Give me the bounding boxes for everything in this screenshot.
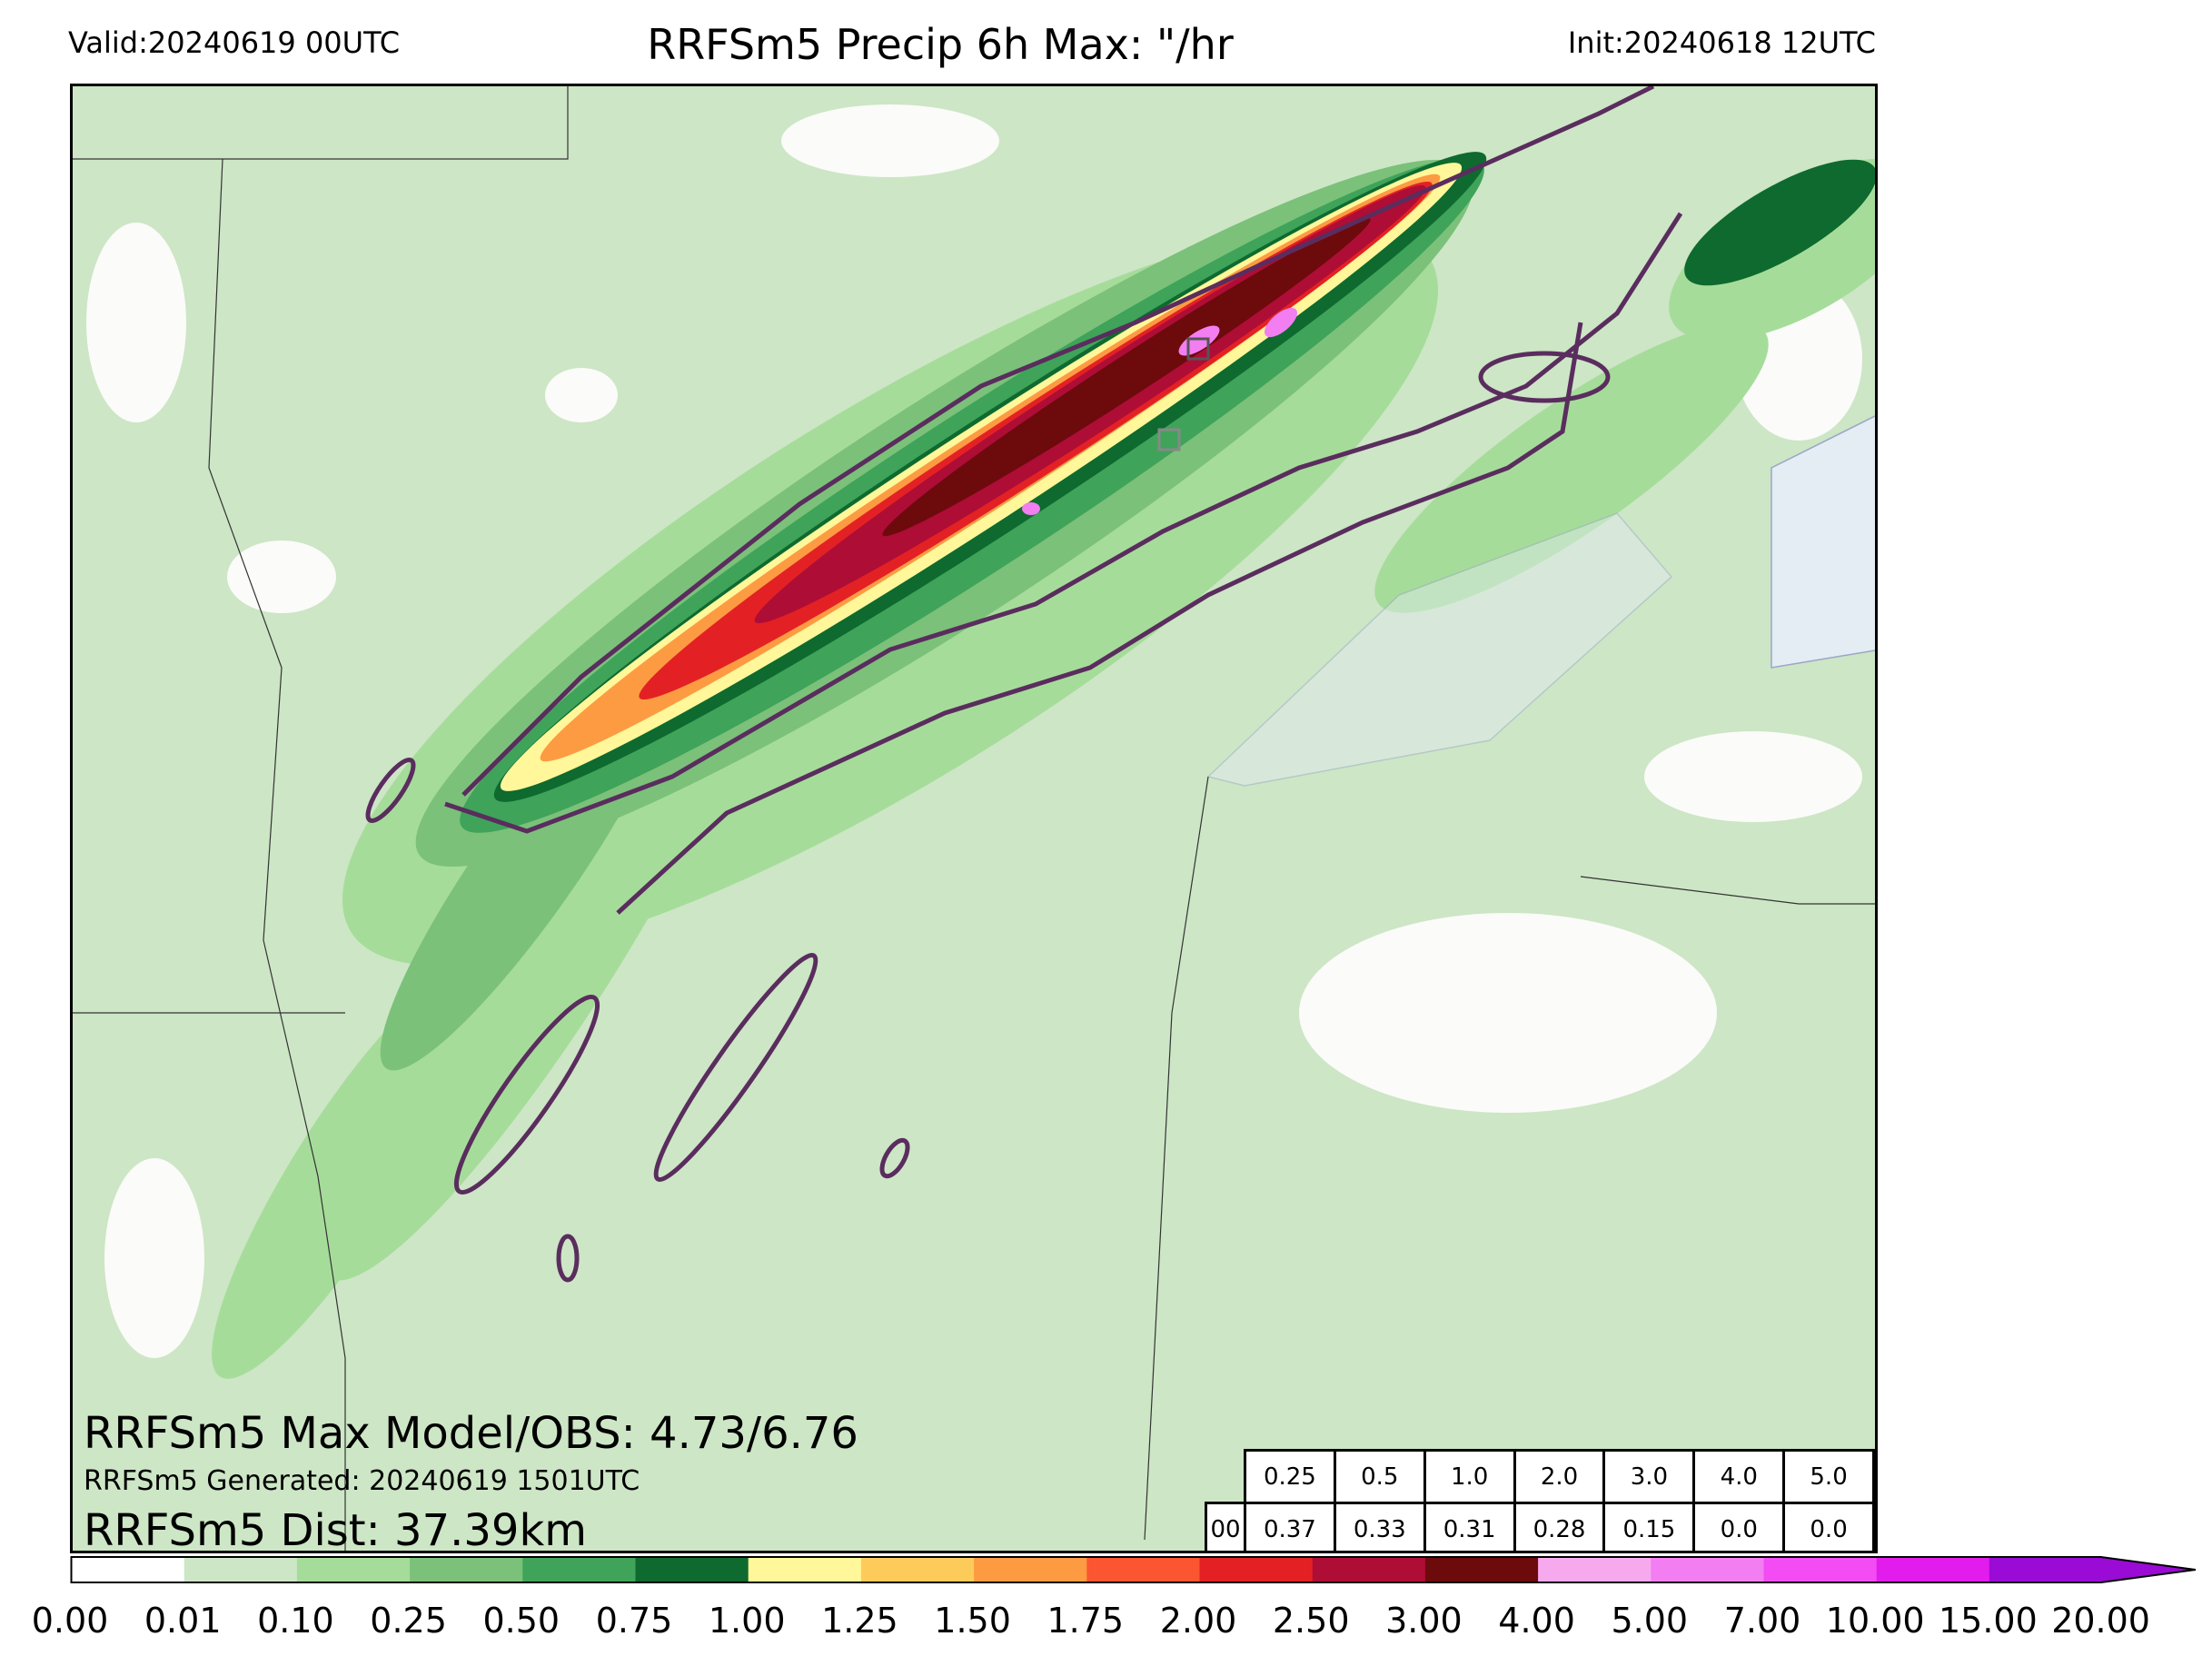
colorbar-segment xyxy=(71,1557,185,1582)
obs-markers xyxy=(1157,337,1210,451)
stats-table: 0.25 0.5 1.0 2.0 3.0 4.0 5.0 00 0.37 0.3… xyxy=(1205,1449,1875,1551)
colorbar-segment xyxy=(1989,1557,2103,1582)
threshold-row: 0.25 0.5 1.0 2.0 3.0 4.0 5.0 xyxy=(1206,1449,1875,1504)
score-3.0: 0.15 xyxy=(1602,1502,1696,1551)
colorbar-tick-label: 2.50 xyxy=(1272,1601,1350,1641)
threshold-0.5: 0.5 xyxy=(1333,1449,1426,1504)
threshold-2.0: 2.0 xyxy=(1513,1449,1606,1504)
colorbar-segment xyxy=(1651,1557,1764,1582)
colorbar-tick-label: 7.00 xyxy=(1723,1601,1801,1641)
colorbar-tick-label: 0.50 xyxy=(482,1601,560,1641)
row-label: 00 xyxy=(1205,1502,1246,1551)
water-bodies xyxy=(1206,415,1875,787)
chart-title: RRFSm5 Precip 6h Max: "/hr xyxy=(647,20,1234,69)
colorbar-outline xyxy=(70,1556,2197,1583)
obs-contours xyxy=(365,86,1683,1283)
colorbar-tick-label: 3.00 xyxy=(1385,1601,1463,1641)
colorbar-tick-label: 4.00 xyxy=(1498,1601,1575,1641)
distance: RRFSm5 Dist: 37.39km xyxy=(84,1505,588,1553)
dry-areas xyxy=(86,104,1862,1358)
colorbar-segment xyxy=(296,1557,411,1582)
colorbar-extend-arrow xyxy=(2100,1557,2196,1582)
max-model-obs: RRFSm5 Max Model/OBS: 4.73/6.76 xyxy=(84,1408,858,1459)
threshold-3.0: 3.0 xyxy=(1602,1449,1696,1504)
colorbar-segment xyxy=(1199,1557,1314,1582)
colorbar-tick-label: 1.00 xyxy=(708,1601,786,1641)
score-4.0: 0.0 xyxy=(1692,1502,1786,1551)
valid-time: Valid:20240619 00UTC xyxy=(68,25,401,60)
colorbar-tick-label: 0.01 xyxy=(144,1601,222,1641)
maroon-core xyxy=(882,217,1371,537)
colorbar-segment xyxy=(1424,1557,1539,1582)
score-1.0: 0.31 xyxy=(1423,1502,1516,1551)
colorbar-tick-label: 15.00 xyxy=(1938,1601,2038,1641)
colorbar-tick-label: 0.75 xyxy=(595,1601,673,1641)
colorbar-tick-label: 1.50 xyxy=(934,1601,1011,1641)
colorbar xyxy=(70,1556,2197,1583)
colorbar-tick-label: 2.00 xyxy=(1159,1601,1237,1641)
colorbar-tick-label: 0.25 xyxy=(370,1601,447,1641)
score-2.0: 0.28 xyxy=(1513,1502,1606,1551)
threshold-4.0: 4.0 xyxy=(1692,1449,1786,1504)
colorbar-tick-label: 20.00 xyxy=(2051,1601,2150,1641)
score-5.0: 0.0 xyxy=(1782,1502,1875,1551)
colorbar-segment xyxy=(860,1557,975,1582)
colorbar-segment xyxy=(522,1557,636,1582)
colorbar-tick-label: 0.00 xyxy=(31,1601,109,1641)
colorbar-tick-label: 1.75 xyxy=(1046,1601,1125,1641)
init-time: Init:20240618 12UTC xyxy=(1567,25,1876,60)
score-0.25: 0.37 xyxy=(1243,1502,1336,1551)
colorbar-tick-label: 0.10 xyxy=(257,1601,334,1641)
colorbar-tick-label: 10.00 xyxy=(1825,1601,1925,1641)
state-borders xyxy=(73,86,1875,1551)
colorbar-segment xyxy=(410,1557,523,1582)
threshold-0.25: 0.25 xyxy=(1243,1449,1336,1504)
colorbar-segment xyxy=(748,1557,862,1582)
colorbar-segment xyxy=(1763,1557,1878,1582)
threshold-1.0: 1.0 xyxy=(1423,1449,1516,1504)
colorbar-segment xyxy=(974,1557,1087,1582)
map-canvas xyxy=(73,86,1875,1551)
colorbar-segment xyxy=(635,1557,749,1582)
precip-map: RRFSm5 Max Model/OBS: 4.73/6.76 RRFSm5 G… xyxy=(70,84,1878,1553)
colorbar-tick-label: 1.25 xyxy=(821,1601,898,1641)
generated-time: RRFSm5 Generated: 20240619 1501UTC xyxy=(84,1465,640,1497)
score-0.5: 0.33 xyxy=(1333,1502,1426,1551)
colorbar-segment xyxy=(1538,1557,1652,1582)
colorbar-segment xyxy=(184,1557,298,1582)
colorbar-tick-label: 5.00 xyxy=(1611,1601,1689,1641)
map-background xyxy=(73,86,1875,1551)
colorbar-segment xyxy=(1312,1557,1426,1582)
colorbar-segment xyxy=(1086,1557,1200,1582)
score-row: 00 0.37 0.33 0.31 0.28 0.15 0.0 0.0 xyxy=(1205,1502,1875,1551)
threshold-5.0: 5.0 xyxy=(1782,1449,1875,1504)
colorbar-segment xyxy=(1876,1557,1990,1582)
